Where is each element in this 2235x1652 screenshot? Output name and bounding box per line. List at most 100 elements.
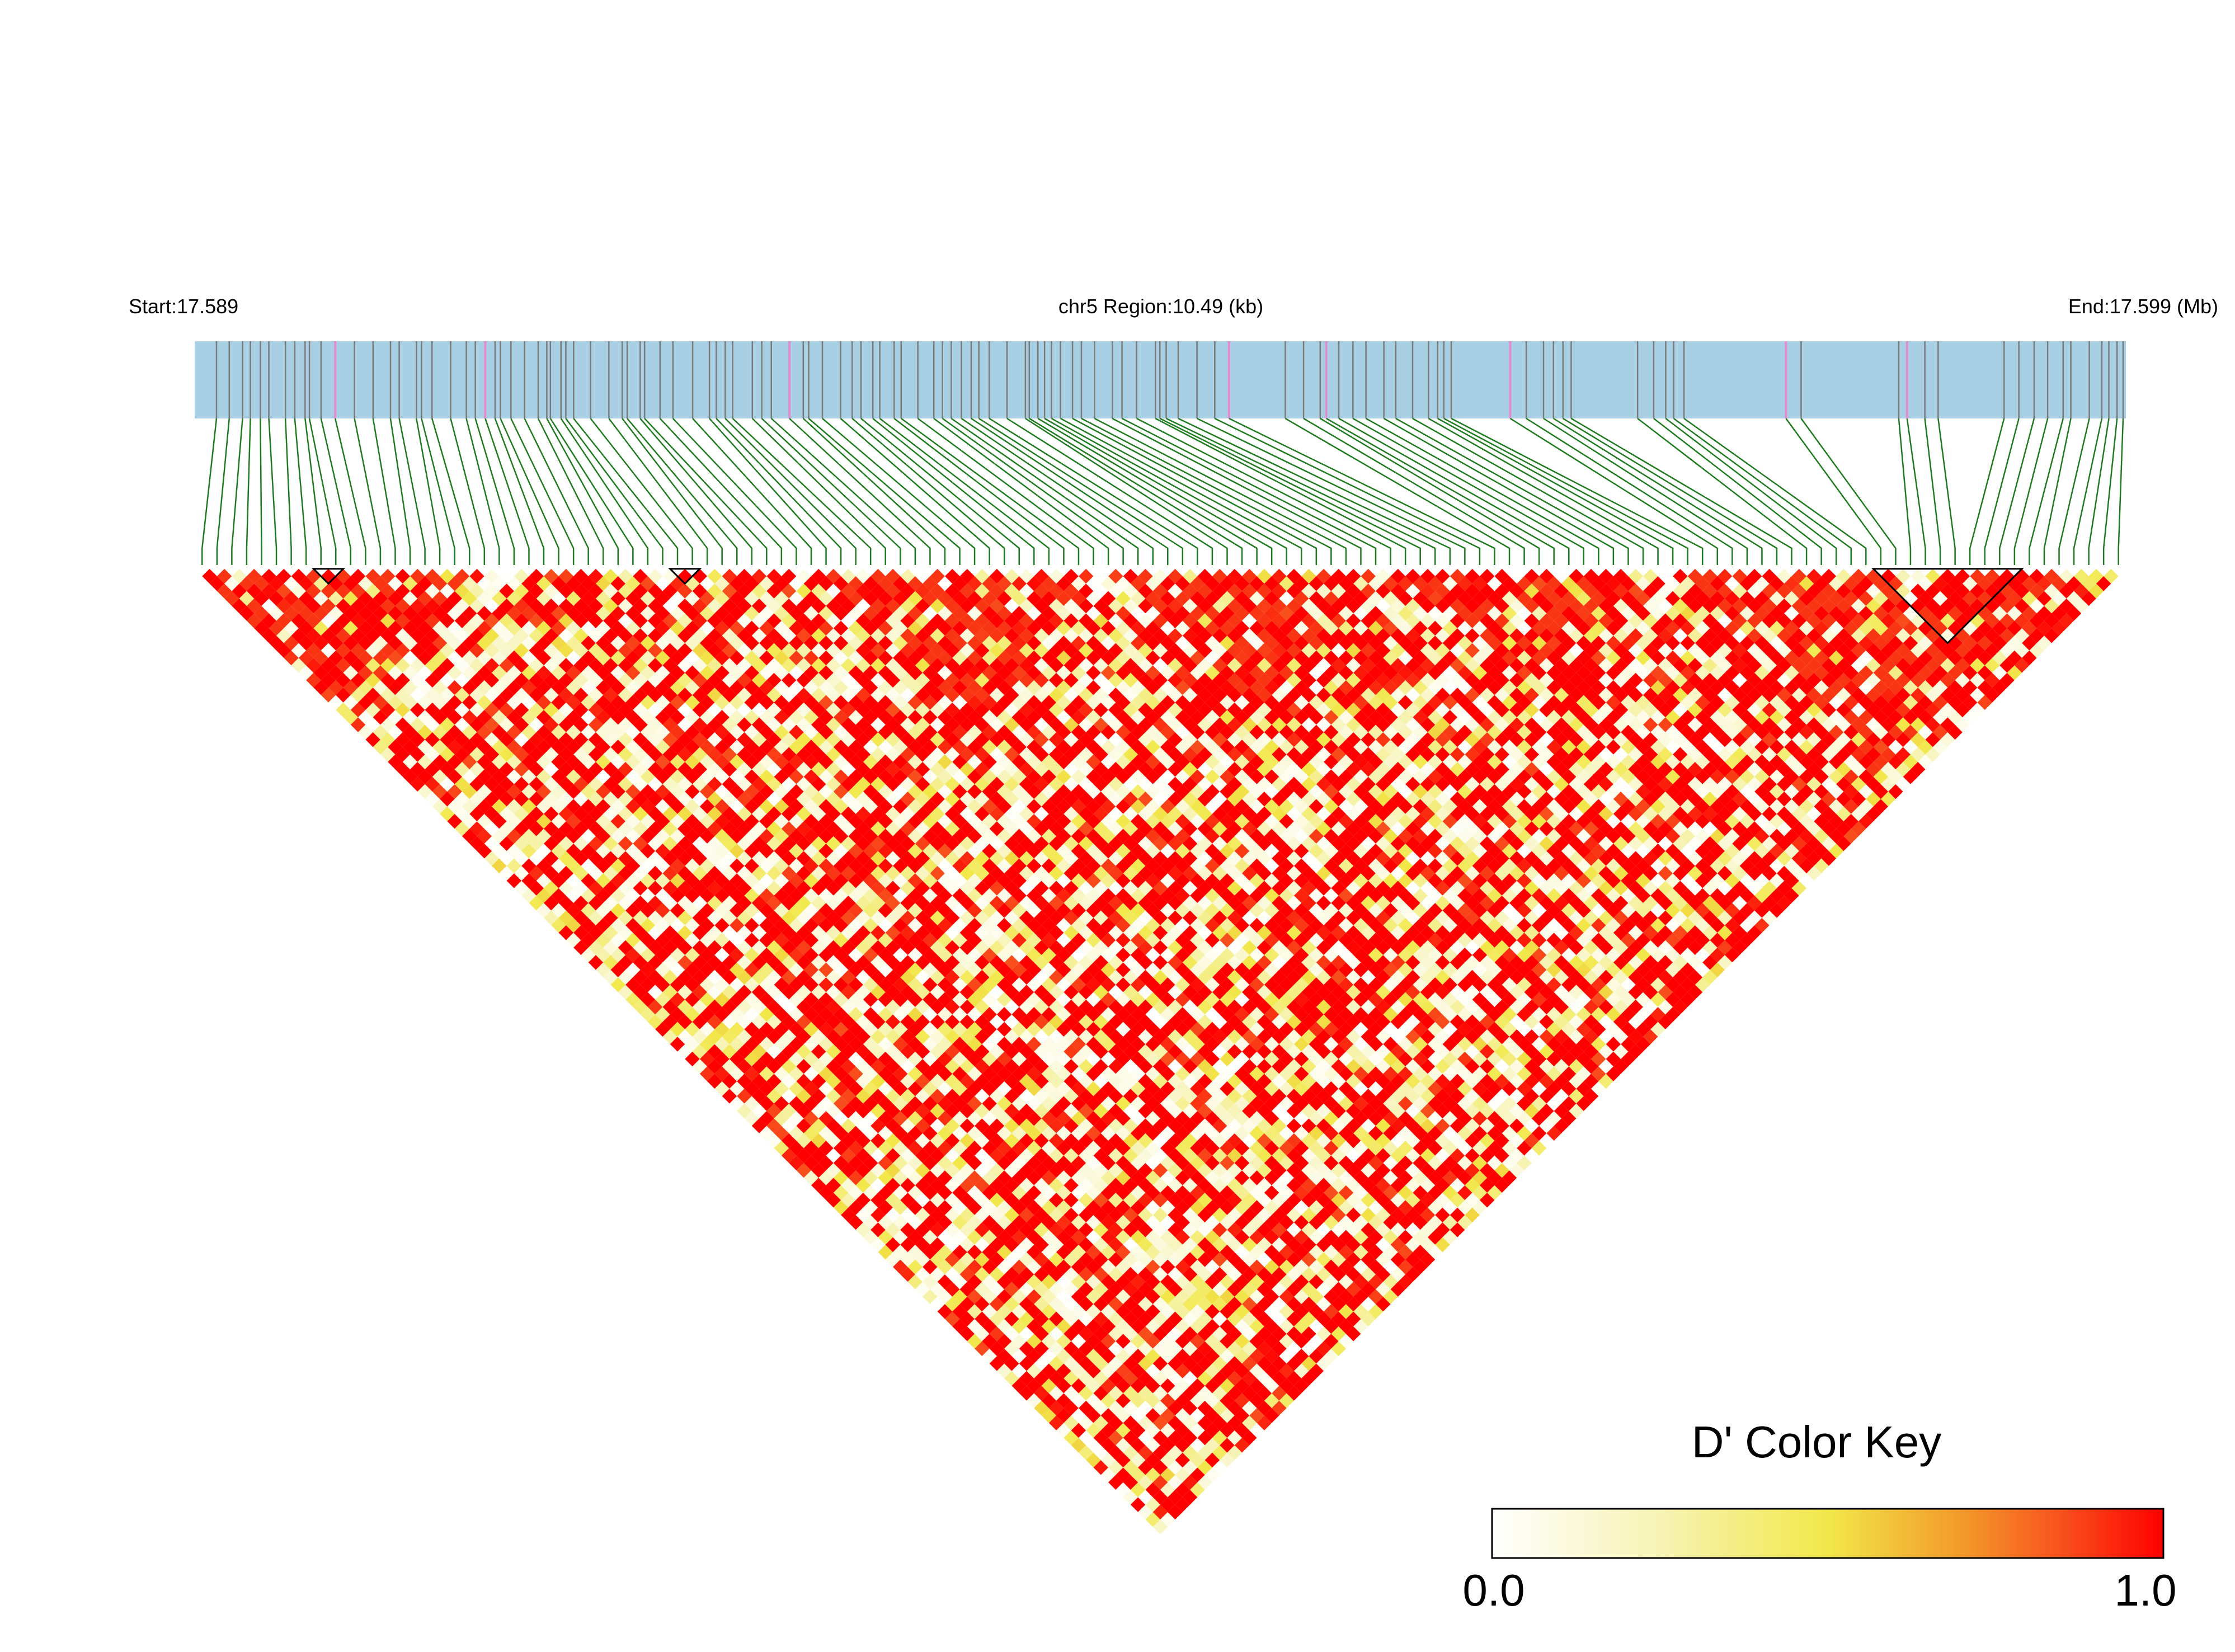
snp-connector-line [398,418,426,565]
ld-cell [818,1141,834,1156]
ld-cell [915,1222,930,1237]
ld-cell [291,643,307,658]
ld-cell [558,658,574,673]
ld-cell [380,732,396,747]
ld-cell [365,688,380,703]
ld-cell [581,799,596,814]
ld-cell [544,702,559,718]
ld-cell [885,1089,901,1104]
ld-cell [410,732,425,747]
ld-cell [662,865,677,881]
ld-cell [848,1215,863,1230]
ld-cell [536,843,552,859]
snp-connector-line [933,417,1109,565]
snp-connector-line [942,417,1124,565]
ld-cell [484,688,500,703]
ld-cell [662,821,677,836]
ld-cell [737,792,752,807]
ld-cell [328,591,344,606]
ld-cell [729,784,745,799]
ld-cell [863,1126,878,1141]
ld-cell [558,895,574,911]
ld-cell [1064,1282,1079,1297]
ld-cell [447,784,462,799]
ld-cell [1064,1415,1079,1430]
ld-cell [484,672,500,688]
ld-cell [633,910,648,926]
ld-cell [944,1133,960,1149]
snp-connector-line [1999,418,2035,565]
ld-cell [952,1259,967,1275]
ld-cell [1116,1215,1131,1230]
ld-cell [952,1289,967,1305]
ld-cell [1116,1259,1131,1275]
ld-cell [469,643,484,658]
ld-cell [818,947,834,963]
snp-connector-line [231,418,243,565]
ld-cell [1011,1081,1027,1096]
ld-cell [982,1170,997,1185]
ld-cell [848,1096,863,1111]
ld-cell [863,977,878,992]
ld-cell [350,672,366,688]
ld-cell [1160,1497,1175,1512]
ld-cell [662,717,677,732]
ld-cell [395,658,411,673]
ld-cell [1019,1296,1034,1312]
ld-cell [343,591,359,606]
ld-cell [499,643,514,658]
ld-cell [1086,1319,1101,1334]
ld-cell [796,1014,811,1029]
ld-cell [321,672,336,688]
ld-cell [1138,1475,1153,1490]
ld-cell [1100,1259,1116,1275]
ld-cell [1130,1467,1146,1482]
ld-cell [781,1074,797,1089]
ld-cell [1138,1400,1153,1416]
ld-cell [685,1037,700,1052]
ld-cell [1019,1148,1034,1163]
ld-cell [544,836,559,851]
snp-connector-line [1437,417,1674,565]
ld-cell [432,799,448,814]
ld-cell [915,1252,930,1267]
ld-cell [581,709,596,725]
ld-cell [462,799,477,814]
ld-cell [796,985,811,1000]
ld-cell [551,858,566,874]
snp-connector-line [524,418,589,565]
ld-cell [863,1096,878,1111]
ld-cell [336,672,351,688]
ld-cell [952,1022,967,1037]
ld-cell [789,1051,804,1067]
ld-cell [484,761,500,777]
ld-cell [1220,1438,1235,1453]
ld-cell [633,806,648,822]
ld-cell [291,613,307,628]
ld-cell [781,851,797,866]
ld-cell [1064,1296,1079,1312]
ld-cell [1160,1259,1175,1275]
ld-cell [484,628,500,643]
ld-cell [566,636,581,651]
ld-cell [915,1089,930,1104]
ld-cell [662,969,677,985]
ld-cell [841,1118,856,1133]
ld-cell [603,792,618,807]
ld-cell [410,568,425,584]
ld-cell [477,665,492,680]
ld-cell [967,1110,982,1126]
ld-cell [751,1029,767,1044]
ld-cell [1086,1170,1101,1185]
ld-cell [440,658,455,673]
ld-cell [1086,1304,1101,1319]
ld-cell [1130,1259,1146,1275]
ld-cell [581,680,596,695]
snp-connector-line [1570,417,1792,565]
ld-cell [803,1155,819,1171]
snp-connector-line [1366,417,1599,565]
ld-cell [996,1096,1012,1111]
ld-cell [833,1007,849,1022]
ld-cell [618,776,633,792]
ld-cell [1011,1126,1027,1141]
